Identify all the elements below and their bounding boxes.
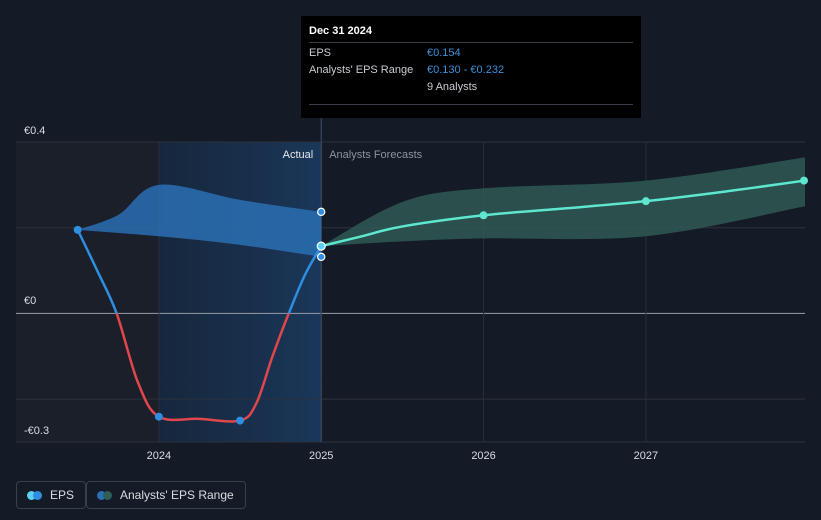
tooltip-divider xyxy=(309,104,633,105)
x-axis-label: 2027 xyxy=(634,450,658,462)
x-axis-label: 2025 xyxy=(309,450,333,462)
tooltip-analysts-count: 9 Analysts xyxy=(427,81,478,93)
x-axis-label: 2026 xyxy=(471,450,495,462)
y-axis-label: €0 xyxy=(24,295,36,307)
tooltip-eps-value: €0.154 xyxy=(427,47,461,59)
tooltip-date: Dec 31 2024 xyxy=(309,24,633,43)
eps-range-band-actual xyxy=(77,184,322,257)
eps-forecast-point xyxy=(641,197,650,206)
y-axis-label: -€0.3 xyxy=(24,425,49,437)
legend-eps-range-label: Analysts' EPS Range xyxy=(120,488,234,502)
forecast-label: Analysts Forecasts xyxy=(329,149,422,161)
eps-range-marker xyxy=(317,252,326,262)
eps-line-positive xyxy=(76,229,323,314)
y-axis-label: €0.4 xyxy=(24,125,45,137)
eps-point xyxy=(236,416,245,425)
eps-line-negative xyxy=(115,313,291,423)
tooltip-eps-label: EPS xyxy=(309,47,332,59)
eps-point xyxy=(316,241,326,251)
eps-point xyxy=(154,412,163,421)
tooltip-row-analysts: 9 Analysts xyxy=(309,79,633,96)
eps-forecast-point xyxy=(800,176,808,185)
eps-forecast-line xyxy=(320,179,806,248)
hover-tooltip: Dec 31 2024 EPS €0.154 Analysts' EPS Ran… xyxy=(301,16,641,118)
legend-eps-label: EPS xyxy=(50,488,75,502)
eps-legend-icon xyxy=(27,490,42,500)
eps-forecast-point xyxy=(479,211,488,220)
tooltip-row-eps: EPS €0.154 xyxy=(309,45,633,62)
tooltip-range-label: Analysts' EPS Range xyxy=(309,64,414,76)
legend-item-eps-range[interactable]: Analysts' EPS Range xyxy=(86,481,246,509)
past-shade-left xyxy=(16,142,159,442)
x-axis-label: 2024 xyxy=(147,450,171,462)
eps-point xyxy=(73,225,82,234)
legend-item-eps[interactable]: EPS xyxy=(16,481,87,509)
eps-range-marker xyxy=(317,207,326,217)
tooltip-row-range: Analysts' EPS Range €0.130 - €0.232 xyxy=(309,62,633,79)
eps-range-legend-icon xyxy=(97,490,112,500)
eps-range-band-forecast xyxy=(321,157,805,247)
actual-label: Actual xyxy=(283,149,314,161)
tooltip-range-value: €0.130 - €0.232 xyxy=(427,64,505,76)
